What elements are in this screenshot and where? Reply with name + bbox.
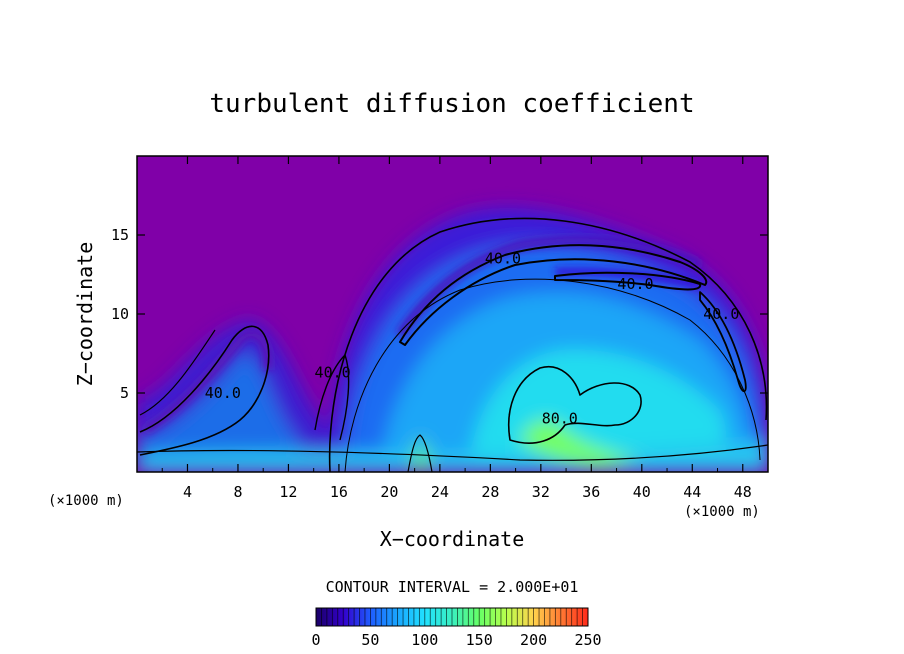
y-axis: 5 10 15 [111, 226, 768, 402]
y-tick-label: 15 [111, 226, 129, 244]
x-unit-left: (×1000 m) [48, 493, 124, 509]
contour-outer [328, 217, 768, 472]
colorbar-ticks: 0 50 100 150 200 250 [311, 631, 601, 649]
x-tick-label: 32 [532, 483, 550, 501]
x-axis: 4 8 12 16 20 24 28 32 36 40 44 48 [161, 156, 752, 501]
y-tick-label: 5 [120, 384, 129, 402]
contour-mid [344, 278, 761, 472]
colorbar-tick-label: 200 [520, 631, 547, 649]
colorbar-tick-label: 150 [466, 631, 493, 649]
x-tick-label: 4 [183, 483, 192, 501]
contour-80 [508, 365, 642, 444]
y-tick-label: 10 [111, 305, 129, 323]
x-unit-right: (×1000 m) [684, 504, 760, 520]
x-tick-label: 48 [734, 483, 752, 501]
colorbar-tick-label: 250 [574, 631, 601, 649]
x-tick-label: 28 [481, 483, 499, 501]
plot-area [137, 156, 768, 472]
contour-lines [137, 217, 768, 472]
contour-label: 40.0 [617, 275, 653, 293]
contour-inner-arc-1 [399, 244, 708, 346]
x-tick-label: 20 [380, 483, 398, 501]
contour-inner-arc-2 [554, 271, 702, 291]
x-tick-label: 12 [279, 483, 297, 501]
contour-central-plume [314, 354, 350, 441]
field-region-peak [520, 420, 640, 468]
field-region-left-blue [137, 350, 300, 472]
contour-label: 40.0 [703, 305, 739, 323]
contour-left-plume-2 [139, 329, 216, 416]
contour-stem [407, 434, 433, 472]
x-tick-label: 40 [633, 483, 651, 501]
contour-labels: 40.0 40.0 40.0 40.0 40.0 80.0 [205, 250, 740, 428]
x-axis-title: X−coordinate [380, 527, 525, 551]
contour-label: 40.0 [205, 384, 241, 402]
colorbar-tick-label: 50 [361, 631, 379, 649]
colorbar-frame [315, 607, 589, 627]
contour-bottom [137, 444, 768, 461]
contour-label: 80.0 [542, 409, 578, 427]
x-tick-label: 8 [233, 483, 242, 501]
x-tick-label: 44 [683, 483, 701, 501]
colorbar-tick-label: 100 [411, 631, 438, 649]
colorbar-stripes [315, 608, 589, 626]
x-tick-label: 16 [330, 483, 348, 501]
contour-interval-label: CONTOUR INTERVAL = 2.000E+01 [326, 578, 579, 596]
band-upper [395, 235, 702, 338]
contour-left-plume [139, 325, 270, 456]
chart-title: turbulent diffusion coefficient [209, 89, 694, 119]
y-axis-title: Z−coordinate [73, 242, 97, 387]
contour-label: 40.0 [315, 363, 351, 381]
colorbar: 0 50 100 150 200 250 [311, 607, 602, 649]
x-tick-label: 36 [582, 483, 600, 501]
x-tick-label: 24 [431, 483, 449, 501]
colorbar-tick-label: 0 [311, 631, 320, 649]
contour-label: 40.0 [485, 250, 521, 268]
